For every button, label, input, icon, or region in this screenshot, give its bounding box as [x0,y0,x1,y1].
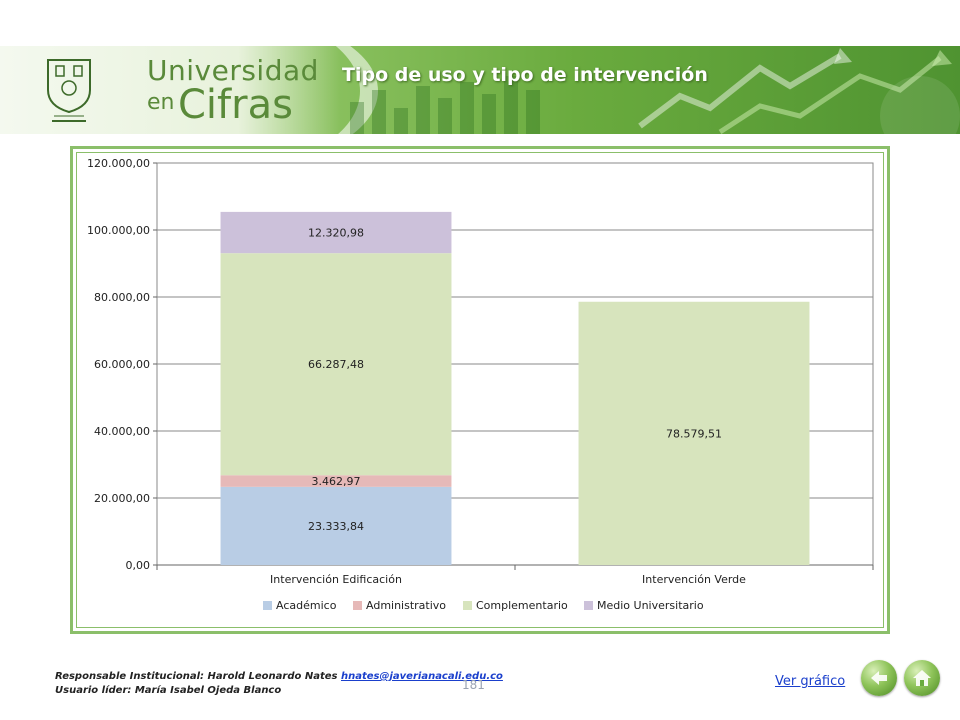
home-icon [913,670,931,686]
brand-cifras: Cifras [178,82,293,128]
data-label: 23.333,84 [308,520,364,533]
back-button[interactable] [861,660,897,696]
brand-en: en [147,90,175,115]
bar-segment [220,253,452,476]
legend-swatch [463,601,472,610]
footer-usuario-lider: Usuario líder: María Isabel Ojeda Blanco [55,685,282,696]
y-tick-label: 20.000,00 [94,492,150,505]
x-category-label: Intervención Edificación [270,573,402,586]
responsable-email-link[interactable]: hnates@javerianacali.edu.co [340,671,503,682]
y-tick-label: 60.000,00 [94,358,150,371]
y-tick-label: 40.000,00 [94,425,150,438]
page-title: Tipo de uso y tipo de intervención [342,64,708,86]
home-button[interactable] [904,660,940,696]
legend-label: Académico [276,599,337,612]
chart-frame: 0,00 20.000,00 40.000,00 60.000,00 80.000,00… [70,146,890,634]
legend-swatch [584,601,593,610]
legend-label: Administrativo [366,599,446,612]
bar-segment [220,475,452,487]
ver-grafico-link[interactable]: Ver gráfico [775,674,846,689]
back-arrow-icon [871,671,887,685]
chart-frame-inner-border [76,152,884,628]
legend-swatch [263,601,272,610]
legend-swatch [353,601,362,610]
data-label: 66.287,48 [308,358,364,371]
y-tick-label: 0,00 [126,559,151,572]
page-number: 181 [462,678,485,692]
bar-segment [578,301,810,565]
responsable-label: Responsable Institucional: Harold Leonar… [55,671,338,682]
legend-label: Medio Universitario [597,599,704,612]
header-banner: Universidad en Cifras Tipo de uso y tipo… [0,46,960,134]
y-tick-label: 120.000,00 [87,157,150,170]
y-tick-label: 80.000,00 [94,291,150,304]
data-label: 78.579,51 [666,427,722,440]
x-category-label: Intervención Verde [642,573,746,586]
bar-segment [220,486,452,565]
legend-label: Complementario [476,599,568,612]
data-label: 3.462,97 [312,475,361,488]
bar-segment [220,211,452,254]
data-label: 12.320,98 [308,227,364,240]
university-crest-logo [47,59,91,122]
stacked-bar-chart: 0,00 20.000,00 40.000,00 60.000,00 80.000,00… [87,157,874,612]
growth-arrows-decoration [350,48,960,134]
y-tick-label: 100.000,00 [87,224,150,237]
footer-responsable: Responsable Institucional: Harold Leonar… [55,671,503,682]
brand-universidad: Universidad [147,54,319,87]
